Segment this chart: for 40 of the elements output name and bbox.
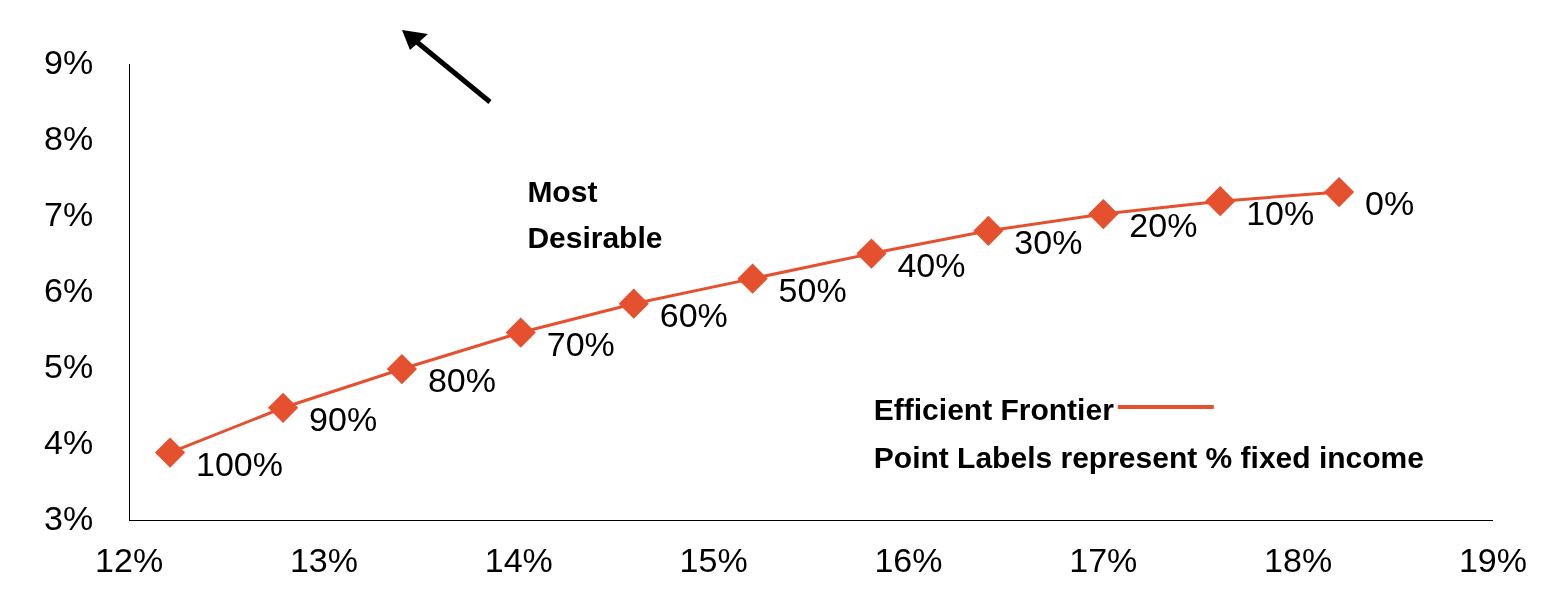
point	[619, 289, 649, 319]
x-tick-label: 17%	[1069, 540, 1138, 579]
x-tick-label: 12%	[95, 540, 164, 579]
y-tick-label: 9%	[44, 42, 94, 81]
point	[738, 264, 768, 294]
y-tick-label: 3%	[44, 498, 94, 537]
point	[387, 354, 417, 384]
y-tick-label: 7%	[44, 194, 94, 233]
point	[856, 239, 886, 269]
annotation: Most Desirable	[527, 175, 663, 255]
point	[973, 216, 1003, 246]
annotation: 0%	[1365, 184, 1415, 223]
annotation: 30%	[1014, 223, 1083, 262]
x-tick-label: 14%	[484, 540, 553, 579]
x-tick-label: 13%	[289, 540, 359, 579]
x-tick-label: 15%	[679, 540, 748, 579]
y-tick-label: 4%	[44, 422, 94, 461]
point	[1205, 186, 1235, 216]
annotation: 60%	[659, 296, 728, 335]
annotation: Point Labels represent % fixed income	[873, 440, 1424, 474]
annotation: 20%	[1129, 206, 1198, 245]
point	[155, 438, 185, 468]
point	[1088, 199, 1118, 229]
annotation: 40%	[897, 245, 966, 284]
annotation: 70%	[546, 324, 615, 363]
point	[506, 318, 536, 348]
y-tick-label: 5%	[44, 346, 94, 385]
annotation: 80%	[427, 361, 496, 400]
x-tick-label: 16%	[874, 540, 943, 579]
x-tick-label: 19%	[1458, 540, 1528, 579]
point	[268, 393, 298, 423]
annotation: 100%	[196, 444, 284, 483]
y-tick-label: 8%	[44, 118, 94, 157]
point	[1324, 177, 1354, 207]
legend-label: Efficient Frontier	[873, 392, 1115, 426]
annotation: 90%	[309, 400, 378, 439]
annotation: 10%	[1246, 193, 1315, 232]
x-tick-label: 18%	[1264, 540, 1333, 579]
annotation: 50%	[778, 271, 847, 309]
y-tick-label: 6%	[44, 270, 94, 309]
